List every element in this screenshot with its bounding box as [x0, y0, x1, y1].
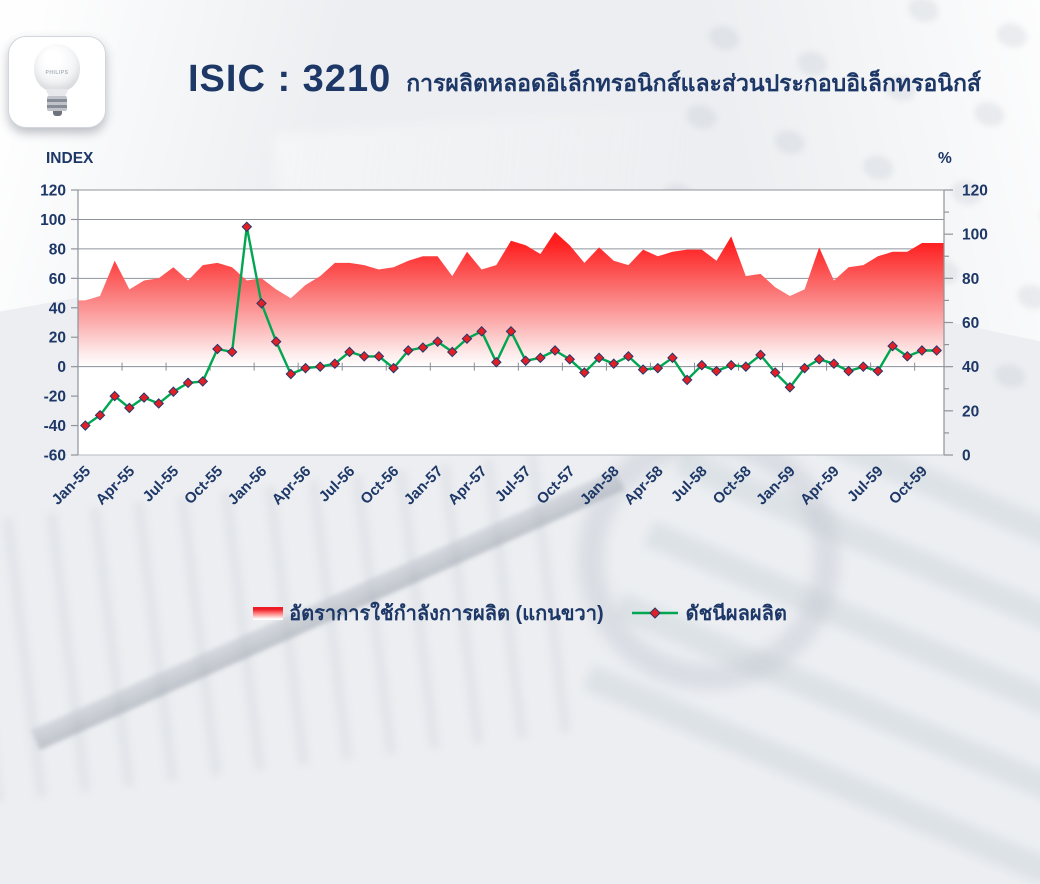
- data-point-marker: [872, 365, 884, 377]
- left-axis-tick-label: 120: [40, 183, 66, 200]
- data-point-marker: [138, 392, 150, 403]
- data-point-marker: [491, 356, 502, 368]
- legend-item-index: ดัชนีผลผลิต: [630, 597, 787, 629]
- data-point-marker: [784, 381, 796, 393]
- right-axis-tick-label: 0: [962, 448, 971, 465]
- isic-code: ISIC : 3210: [188, 58, 392, 100]
- data-point-marker: [344, 346, 355, 358]
- right-axis-tick-label: 100: [962, 227, 988, 244]
- left-axis-tick-label: 20: [49, 330, 66, 347]
- x-axis-label: Oct-55: [181, 463, 226, 508]
- x-axis-label: Jan-55: [49, 463, 95, 509]
- data-point-marker: [109, 390, 121, 402]
- data-point-marker: [80, 420, 91, 431]
- right-axis-tick-label: 60: [962, 315, 979, 332]
- bulb-tip: [52, 111, 62, 116]
- data-point-marker: [373, 351, 385, 362]
- left-axis-caption: INDEX: [46, 150, 94, 167]
- data-point-marker: [197, 376, 209, 387]
- x-axis-label: Jan-57: [401, 463, 447, 509]
- x-axis-label: Jul-56: [316, 463, 359, 506]
- x-axis-label: Oct-57: [534, 463, 579, 508]
- data-point-marker: [681, 374, 693, 386]
- data-point-marker: [740, 361, 752, 372]
- x-axis-label: Jul-57: [492, 463, 535, 506]
- title-thai: การผลิตหลอดอิเล็กทรอนิกส์และส่วนประกอบอิ…: [406, 70, 981, 96]
- data-point-marker: [857, 361, 869, 372]
- legend-area-label: อัตราการใช้กำลังการผลิต (แกนขวา): [289, 603, 604, 625]
- x-axis-label: Apr-56: [269, 463, 315, 509]
- data-point-marker: [476, 326, 487, 337]
- right-axis-tick-label: 40: [962, 359, 979, 376]
- left-axis-tick-label: -40: [44, 418, 66, 435]
- data-point-marker: [696, 359, 708, 371]
- data-point-marker: [300, 362, 311, 374]
- left-axis-tick-label: 100: [40, 212, 66, 229]
- data-point-marker: [608, 358, 620, 370]
- data-point-marker: [725, 359, 737, 371]
- data-point-marker: [182, 377, 194, 389]
- data-point-marker: [329, 358, 341, 370]
- x-axis-label: Apr-55: [93, 463, 139, 509]
- data-point-marker: [124, 402, 135, 414]
- left-axis-tick-label: 80: [49, 241, 66, 258]
- data-point-marker: [314, 361, 326, 372]
- data-point-marker: [270, 336, 282, 347]
- x-axis-label: Apr-57: [445, 463, 491, 509]
- x-axis-label: Apr-58: [621, 463, 667, 509]
- x-axis-label: Oct-58: [710, 463, 755, 508]
- legend-item-capacity: อัตราการใช้กำลังการผลิต (แกนขวา): [253, 597, 604, 629]
- x-axis-label: Apr-59: [797, 463, 843, 509]
- data-point-marker: [285, 368, 297, 380]
- legend-index-label: ดัชนีผลผลิต: [685, 603, 787, 625]
- data-point-marker: [637, 364, 649, 375]
- legend-line-swatch: [631, 607, 678, 619]
- right-axis-tick-label: 120: [962, 183, 988, 200]
- right-axis-tick-label: 80: [962, 271, 979, 288]
- data-point-marker: [461, 333, 473, 345]
- x-axis-label: Jul-55: [140, 463, 183, 506]
- x-axis-label: Jul-58: [668, 463, 711, 506]
- data-point-marker: [402, 345, 414, 356]
- data-point-marker: [432, 336, 443, 347]
- x-axis-label: Jul-59: [844, 463, 887, 506]
- lightbulb-card: PHILIPS: [8, 36, 106, 128]
- data-point-marker: [388, 362, 399, 374]
- left-axis-tick-label: 0: [57, 359, 66, 376]
- data-point-marker: [828, 358, 840, 370]
- left-axis-tick-label: -60: [44, 448, 66, 465]
- data-point-marker: [843, 365, 854, 377]
- data-point-marker: [579, 367, 590, 378]
- right-axis-caption: %: [938, 150, 952, 167]
- data-point-marker: [226, 346, 238, 358]
- data-point-marker: [769, 367, 781, 378]
- data-point-marker: [94, 409, 106, 421]
- data-point-marker: [417, 342, 429, 353]
- bulb-brand-text: PHILIPS: [45, 70, 69, 76]
- x-axis-label: Jan-59: [753, 463, 799, 509]
- data-point-marker: [153, 398, 165, 409]
- chart-legend: อัตราการใช้กำลังการผลิต (แกนขวา) ดัชนีผล…: [0, 597, 1040, 629]
- x-axis-label: Jan-58: [577, 463, 623, 509]
- x-axis-label: Oct-56: [357, 463, 402, 508]
- data-point-marker: [799, 362, 810, 374]
- lightbulb-icon: PHILIPS: [34, 44, 80, 92]
- page-title: ISIC : 3210 การผลิตหลอดอิเล็กทรอนิกส์และ…: [188, 58, 981, 102]
- left-axis-tick-label: 40: [49, 300, 66, 317]
- data-point-marker: [652, 362, 664, 374]
- right-axis-tick-label: 20: [962, 403, 979, 420]
- bulb-screw-base: [47, 96, 67, 111]
- legend-area-swatch: [253, 606, 284, 620]
- data-point-marker: [212, 343, 223, 355]
- x-axis-label: Oct-59: [886, 463, 931, 508]
- data-point-marker: [168, 386, 179, 398]
- x-axis-label: Jan-56: [225, 463, 271, 509]
- data-point-marker: [711, 365, 722, 377]
- data-point-marker: [505, 326, 517, 337]
- left-axis-tick-label: 60: [49, 271, 66, 288]
- left-axis-tick-label: -20: [44, 389, 66, 406]
- data-point-marker: [358, 351, 370, 362]
- bulb-collar: [45, 89, 69, 96]
- data-point-marker: [446, 346, 458, 358]
